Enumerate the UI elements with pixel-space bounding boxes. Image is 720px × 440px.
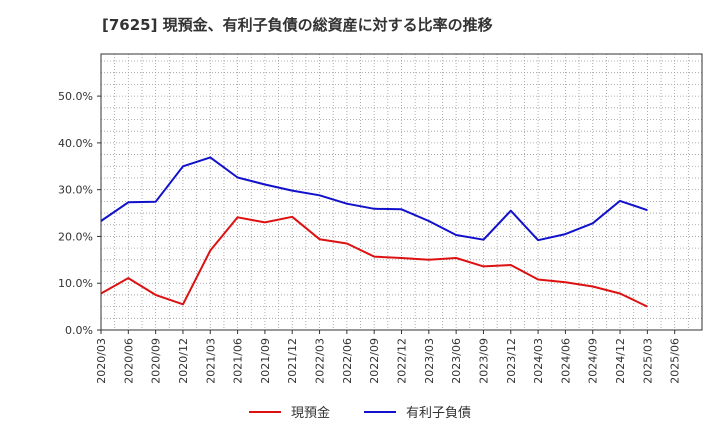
x-tick-label: 2022/03 xyxy=(314,338,327,384)
legend-item-cash: 現預金 xyxy=(248,402,330,421)
legend-label-debt: 有利子負債 xyxy=(406,406,472,421)
x-tick-label: 2021/12 xyxy=(286,338,299,384)
x-tick-label: 2021/03 xyxy=(204,338,217,384)
y-tick-label: 50.0% xyxy=(58,90,93,103)
x-tick-label: 2023/09 xyxy=(477,338,490,384)
x-tick-label: 2020/03 xyxy=(95,338,108,384)
legend: 現預金 有利子負債 xyxy=(0,402,720,421)
x-tick-label: 2024/06 xyxy=(559,338,572,384)
y-tick-label: 0.0% xyxy=(65,324,93,337)
x-tick-label: 2020/06 xyxy=(122,338,135,384)
y-tick-label: 30.0% xyxy=(58,184,93,197)
x-axis-ticks: 2020/03 2020/06 2020/09 2020/12 2021/03 2021/… xyxy=(95,330,682,384)
x-tick-label: 2020/09 xyxy=(150,338,163,384)
y-tick-label: 20.0% xyxy=(58,230,93,243)
series-lines xyxy=(100,156,648,308)
x-tick-label: 2021/06 xyxy=(232,338,245,384)
x-tick-label: 2024/03 xyxy=(532,338,545,384)
series-line-1 xyxy=(100,156,648,242)
y-axis-ticks: 0.0% 10.0% 20.0% 30.0% 40.0% 50.0% xyxy=(58,90,101,337)
x-tick-label: 2022/12 xyxy=(396,338,409,384)
x-tick-label: 2022/06 xyxy=(341,338,354,384)
legend-swatch-debt xyxy=(364,410,396,413)
chart-title: [7625] 現預金、有利子負債の総資産に対する比率の推移 xyxy=(102,16,493,34)
x-tick-label: 2025/06 xyxy=(669,338,682,384)
x-tick-label: 2021/09 xyxy=(259,338,272,384)
series-line-0 xyxy=(100,215,648,308)
x-tick-label: 2023/06 xyxy=(450,338,463,384)
y-tick-label: 40.0% xyxy=(58,137,93,150)
legend-label-cash: 現預金 xyxy=(290,406,330,421)
x-tick-label: 2020/12 xyxy=(177,338,190,384)
grid-lines xyxy=(101,54,702,330)
x-tick-label: 2022/09 xyxy=(368,338,381,384)
legend-swatch-cash xyxy=(248,410,281,413)
x-tick-label: 2024/12 xyxy=(614,338,627,384)
x-tick-label: 2024/09 xyxy=(587,338,600,384)
y-tick-label: 10.0% xyxy=(58,277,93,290)
x-tick-label: 2023/12 xyxy=(505,338,518,384)
legend-item-debt: 有利子負債 xyxy=(364,402,471,421)
x-tick-label: 2025/03 xyxy=(641,338,654,384)
x-tick-label: 2023/03 xyxy=(423,338,436,384)
